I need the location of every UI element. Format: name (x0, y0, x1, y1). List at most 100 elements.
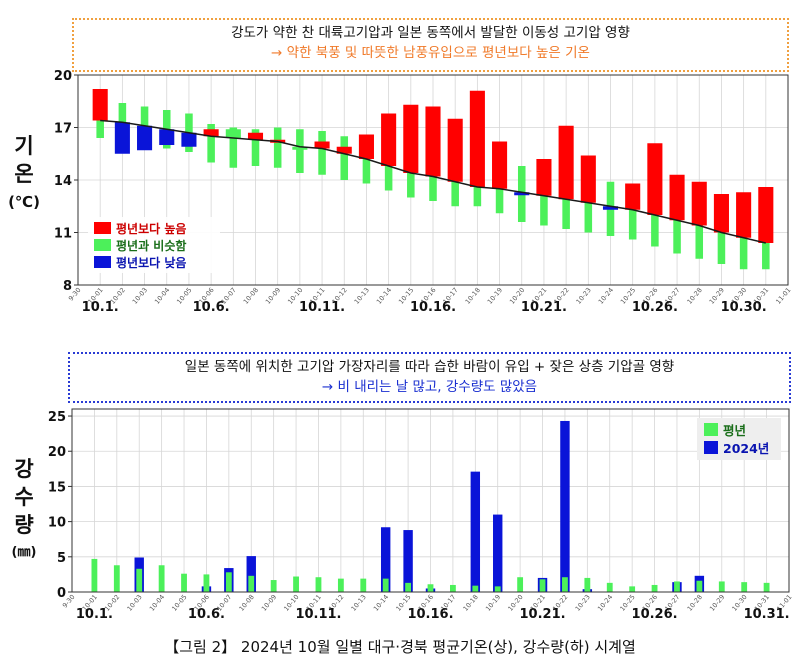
temp-major-date-label: 10.26. (632, 300, 678, 315)
precip-normal-bar (248, 575, 255, 592)
temperature-axis-unit: (℃) (8, 193, 40, 211)
precip-x-tick-label: 10-09 (260, 593, 278, 613)
temp-y-tick-label: 11 (54, 227, 72, 242)
precip-normal-bar (741, 582, 748, 592)
temp-anomaly-bar (159, 129, 175, 145)
temp-anomaly-bar (225, 129, 241, 138)
precip-x-tick-label: 10-18 (462, 593, 480, 613)
figure-caption: 【그림 2】 2024년 10월 일별 대구·경북 평균기온(상), 강수량(하… (164, 638, 636, 656)
temp-major-date-label: 10.6. (193, 300, 230, 315)
temp-anomaly-bar (536, 159, 552, 196)
temp-anomaly-bar (713, 194, 729, 233)
precip-x-tick-label: 10-04 (148, 593, 166, 613)
temp-legend-swatch (94, 239, 111, 251)
temp-anomaly-bar (580, 155, 596, 203)
temp-similar-range-bar (207, 124, 215, 163)
temp-anomaly-bar (358, 134, 374, 159)
temp-anomaly-bar (602, 206, 619, 210)
temp-x-tick-label: 10-23 (575, 286, 593, 306)
precip-major-date-label: 10.11. (295, 607, 341, 622)
temp-similar-range-bar (562, 174, 570, 229)
temp-x-tick-label: 10-09 (264, 286, 282, 306)
temp-anomaly-bar (447, 118, 463, 182)
precip-2024-bar (380, 527, 391, 592)
precip-y-tick-label: 20 (48, 445, 66, 460)
temp-anomaly-bar (425, 106, 441, 177)
precip-normal-bar (382, 578, 389, 592)
temp-x-tick-label: 11-01 (774, 286, 792, 306)
precip-y-tick-label: 10 (48, 516, 66, 531)
precip-normal-bar (337, 578, 344, 592)
precip-plot-border (71, 408, 790, 593)
precip-normal-bar (405, 582, 412, 592)
temp-similar-range-bar (407, 157, 415, 198)
temp-anomaly-bar (137, 125, 153, 151)
precip-normal-bar (158, 565, 165, 592)
temp-similar-range-bar (229, 127, 238, 168)
precip-normal-bar (181, 573, 187, 592)
temp-x-tick-label: 10-18 (464, 286, 482, 306)
temp-anomaly-bar (469, 90, 485, 187)
precip-2024-bar (560, 420, 570, 592)
precip-normal-bar (203, 574, 210, 592)
temp-x-tick-label: 10-24 (597, 286, 615, 306)
precip-2024-bar (470, 471, 481, 592)
precip-x-tick-label: 10-13 (350, 593, 368, 613)
precip-2024-bar (493, 514, 503, 592)
temp-similar-range-bar (695, 204, 704, 259)
temp-similar-range-bar (584, 176, 593, 233)
temp-anomaly-bar (381, 113, 397, 166)
temp-similar-range-bar (628, 183, 637, 240)
precip-x-tick-label: 10-08 (238, 593, 256, 613)
precip-normal-bar (696, 580, 703, 592)
temp-legend-label: 평년과 비슷함 (116, 238, 186, 253)
precip-y-tick-label: 0 (57, 586, 66, 601)
temp-anomaly-bar (92, 89, 108, 121)
precip-normal-bar (562, 577, 568, 592)
precip-x-tick-label: 10-28 (686, 593, 704, 613)
temp-similar-range-bar (673, 197, 681, 254)
precipitation-axis-title: 강수량 (14, 457, 34, 537)
precipitation-axis-unit: (㎜) (11, 545, 37, 560)
temp-major-date-label: 10.11. (299, 300, 345, 315)
temp-x-tick-label: 10-04 (153, 286, 171, 306)
precip-x-tick-label: 10-24 (596, 593, 614, 613)
temp-y-tick-label: 20 (54, 69, 72, 84)
temperature-annotation-box: 강도가 약한 찬 대륙고기압과 일본 동쪽에서 발달한 이동성 고기압 영향 →… (72, 18, 789, 72)
precip-legend: 평년 2024년 (697, 418, 781, 460)
temp-anomaly-bar (625, 183, 641, 210)
precipitation-annotation-box: 일본 동쪽에 위치한 고기압 가장자리를 따라 습한 바람이 유입 + 잦은 상… (68, 352, 791, 403)
temp-similar-range-bar (540, 171, 548, 226)
temp-major-date-label: 10.30. (721, 300, 767, 315)
precip-major-date-label: 10.31. (744, 607, 790, 622)
temp-major-date-label: 10.1. (82, 300, 119, 315)
precip-normal-bar (718, 581, 725, 592)
precip-normal-bar (517, 577, 524, 592)
temp-x-tick-label: 10-28 (686, 286, 704, 306)
precip-x-tick-label: 10-29 (708, 593, 726, 613)
precip-normal-bar (293, 576, 299, 592)
precip-x-tick-label: 10-05 (170, 593, 188, 613)
temp-similar-range-bar (651, 192, 659, 247)
temperature-annotation-line1: 강도가 약한 찬 대륙고기압과 일본 동쪽에서 발달한 이동성 고기압 영향 (231, 25, 630, 41)
precip-y-tick-label: 15 (48, 480, 66, 495)
precip-normal-bar (584, 577, 591, 592)
temp-anomaly-bar (736, 192, 752, 238)
precip-major-date-label: 10.6. (188, 607, 225, 622)
precip-legend-swatch (704, 441, 718, 454)
precip-legend-label: 2024년 (723, 441, 769, 456)
precip-normal-bar (494, 586, 501, 592)
temp-y-tick-label: 17 (54, 122, 72, 137)
temp-legend-swatch (94, 256, 111, 268)
precip-x-tick-label: 10-23 (574, 593, 592, 613)
precip-major-date-label: 10.1. (76, 607, 113, 622)
precip-normal-bar (674, 581, 680, 592)
temp-y-tick-label: 8 (63, 279, 72, 294)
precip-x-tick-label: 10-19 (484, 593, 502, 613)
precip-normal-bar (449, 584, 456, 592)
temp-anomaly-bar (336, 146, 352, 154)
temp-anomaly-bar (203, 129, 219, 137)
